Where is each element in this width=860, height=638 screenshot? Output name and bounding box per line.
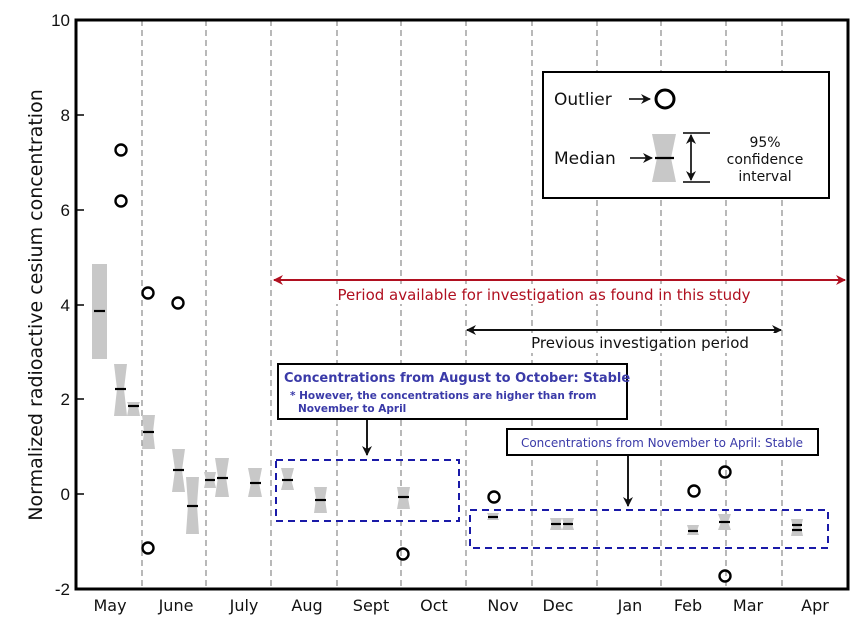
legend-ci-line3: interval <box>738 169 791 185</box>
month-dec: Dec <box>543 596 574 615</box>
median-lines <box>94 309 802 533</box>
outlier-legend-icon <box>654 88 676 110</box>
month-aug: Aug <box>291 596 322 615</box>
aug-oct-title: Concentrations from August to October: S… <box>284 371 630 386</box>
legend: Outlier Median 95% confidence interval <box>542 71 830 199</box>
month-july: July <box>229 596 259 615</box>
y-ticks <box>76 114 84 495</box>
ytick-4: 4 <box>61 296 70 315</box>
month-june: June <box>158 596 194 615</box>
month-feb: Feb <box>674 596 702 615</box>
legend-median-label: Median <box>554 149 616 169</box>
x-tick-labels: May June July Aug Sept Oct Nov Dec Jan F… <box>93 596 829 615</box>
legend-outlier-label: Outlier <box>554 90 612 110</box>
aug-oct-stable-region <box>275 459 460 522</box>
nov-apr-title: Concentrations from November to April: S… <box>521 436 803 450</box>
ytick-0: 0 <box>61 485 70 504</box>
month-oct: Oct <box>420 596 448 615</box>
legend-ci-line2: confidence <box>727 152 804 168</box>
nov-apr-stable-region <box>469 509 829 549</box>
ytick-neg2: -2 <box>55 580 70 599</box>
legend-ci-line1: 95% <box>749 135 780 151</box>
study-period-label: Period available for investigation as fo… <box>338 286 751 304</box>
aug-oct-callout <box>277 363 628 420</box>
month-sept: Sept <box>353 596 389 615</box>
ytick-2: 2 <box>61 390 70 409</box>
nov-apr-callout <box>506 428 819 456</box>
y-axis-label: Normalized radioactive cesium concentrat… <box>25 89 47 521</box>
ytick-8: 8 <box>61 106 70 125</box>
aug-oct-note-line2: November to April <box>298 403 406 415</box>
month-jan: Jan <box>617 596 643 615</box>
month-may: May <box>93 596 126 615</box>
month-mar: Mar <box>733 596 764 615</box>
month-nov: Nov <box>487 596 518 615</box>
outliers <box>114 143 732 583</box>
aug-oct-note-line1: * However, the concentrations are higher… <box>290 390 596 402</box>
ytick-10: 10 <box>51 11 70 30</box>
month-apr: Apr <box>801 596 829 615</box>
y-tick-labels: 10 8 6 4 2 0 -2 <box>51 11 70 599</box>
previous-period-label: Previous investigation period <box>531 334 749 352</box>
ytick-6: 6 <box>61 201 70 220</box>
